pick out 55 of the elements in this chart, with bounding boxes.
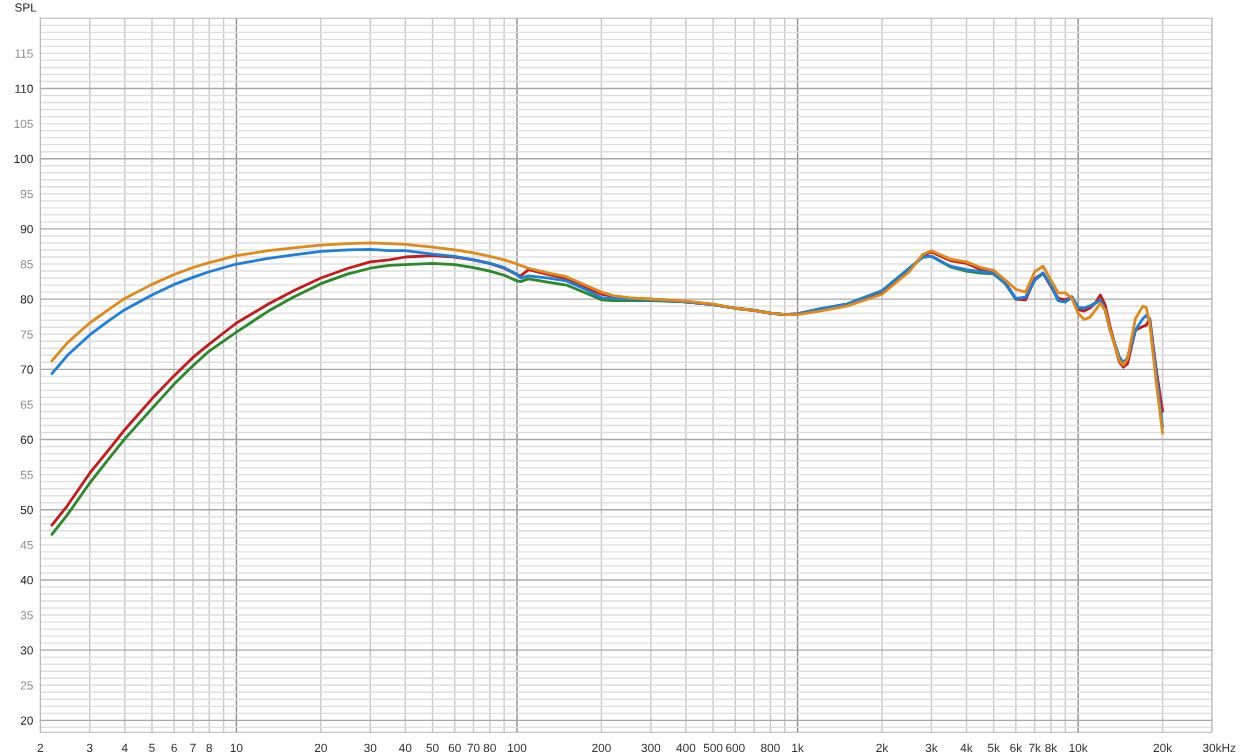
x-tick-label: 4k (960, 743, 973, 752)
y-tick-label: 55 (20, 470, 33, 480)
y-tick-label: 100 (14, 154, 33, 164)
x-tick-label: 200 (592, 743, 611, 753)
y-tick-label: 75 (20, 330, 33, 339)
x-tick-label: 30k (1202, 743, 1222, 753)
x-tick-label: 10k (1069, 743, 1088, 753)
x-tick-label: 7 (190, 743, 196, 752)
y-tick-label: 110 (15, 84, 33, 93)
x-tick-label: 60 (448, 743, 461, 753)
x-tick-label: 2 (37, 743, 43, 752)
y-tick-label: 20 (20, 716, 33, 725)
x-tick-label: 300 (641, 743, 661, 753)
y-tick-label: 35 (20, 611, 33, 620)
y-tick-label: 115 (15, 49, 33, 58)
x-tick-label: 100 (508, 743, 527, 753)
x-tick-label: 5 (149, 743, 155, 753)
x-tick-label: 50 (426, 743, 439, 753)
x-tick-label: 4 (121, 743, 128, 752)
x-tick-label: 2k (876, 743, 889, 752)
y-tick-label: 70 (20, 365, 33, 374)
x-tick-label: 20 (314, 743, 327, 753)
y-tick-label: 30 (20, 646, 33, 655)
x-tick-label: 40 (399, 743, 412, 753)
y-tick-label: 80 (20, 295, 33, 304)
x-tick-label: 800 (761, 743, 780, 753)
x-tick-label: 7k (1029, 743, 1041, 752)
x-tick-label: 400 (676, 743, 696, 753)
x-tick-label: 6k (1010, 743, 1023, 753)
y-tick-label: 90 (20, 224, 33, 234)
y-tick-label: 25 (20, 681, 33, 690)
y-axis-title: SPL (15, 3, 37, 12)
x-tick-label: 80 (483, 743, 496, 753)
x-axis-title: Hz (1222, 743, 1236, 752)
x-tick-label: 5k (987, 743, 1000, 753)
x-tick-label: 1k (792, 743, 804, 752)
x-tick-label: 6 (171, 743, 177, 753)
x-tick-label: 20k (1153, 743, 1173, 753)
y-tick-label: 50 (20, 505, 33, 515)
x-tick-label: 500 (703, 743, 723, 753)
x-tick-label: 10 (230, 743, 243, 753)
y-tick-label: 45 (20, 541, 33, 550)
y-tick-label: 105 (14, 119, 33, 128)
x-tick-label: 3 (86, 743, 93, 753)
x-tick-label: 3k (925, 743, 938, 753)
y-tick-label: 65 (20, 400, 33, 409)
y-tick-label: 40 (20, 575, 33, 585)
y-tick-label: 60 (20, 435, 33, 444)
y-tick-label: 95 (20, 189, 33, 199)
x-tick-label: 30 (364, 743, 377, 753)
x-tick-label: 70 (467, 743, 480, 753)
x-tick-label: 8 (206, 743, 212, 753)
y-tick-label: 85 (20, 260, 33, 269)
x-tick-label: 8k (1045, 743, 1058, 753)
x-tick-label: 600 (726, 743, 745, 753)
